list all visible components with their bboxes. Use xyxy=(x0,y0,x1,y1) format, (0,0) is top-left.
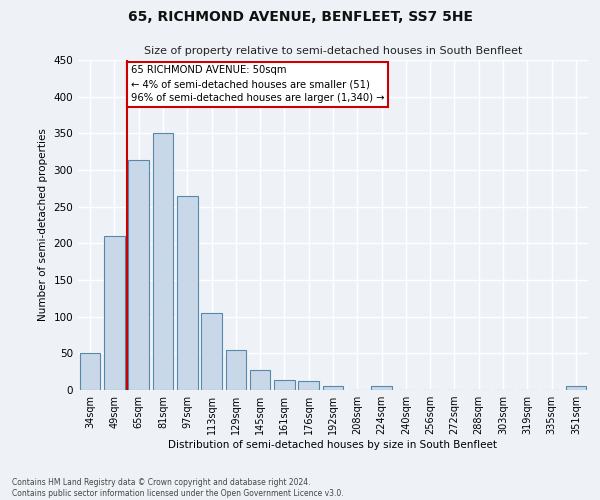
Bar xyxy=(566,386,586,390)
Bar xyxy=(298,381,319,390)
Bar xyxy=(128,160,149,390)
Bar xyxy=(323,386,343,390)
X-axis label: Distribution of semi-detached houses by size in South Benfleet: Distribution of semi-detached houses by … xyxy=(169,440,497,450)
Bar xyxy=(104,236,125,390)
Bar xyxy=(226,350,246,390)
Bar xyxy=(152,134,173,390)
Text: 65, RICHMOND AVENUE, BENFLEET, SS7 5HE: 65, RICHMOND AVENUE, BENFLEET, SS7 5HE xyxy=(128,10,473,24)
Y-axis label: Number of semi-detached properties: Number of semi-detached properties xyxy=(38,128,48,322)
Bar xyxy=(201,313,222,390)
Bar xyxy=(274,380,295,390)
Text: Contains HM Land Registry data © Crown copyright and database right 2024.
Contai: Contains HM Land Registry data © Crown c… xyxy=(12,478,344,498)
Bar xyxy=(80,352,100,390)
Bar xyxy=(177,196,197,390)
Title: Size of property relative to semi-detached houses in South Benfleet: Size of property relative to semi-detach… xyxy=(144,46,522,56)
Bar xyxy=(371,386,392,390)
Bar xyxy=(250,370,271,390)
Text: 65 RICHMOND AVENUE: 50sqm
← 4% of semi-detached houses are smaller (51)
96% of s: 65 RICHMOND AVENUE: 50sqm ← 4% of semi-d… xyxy=(131,65,385,103)
